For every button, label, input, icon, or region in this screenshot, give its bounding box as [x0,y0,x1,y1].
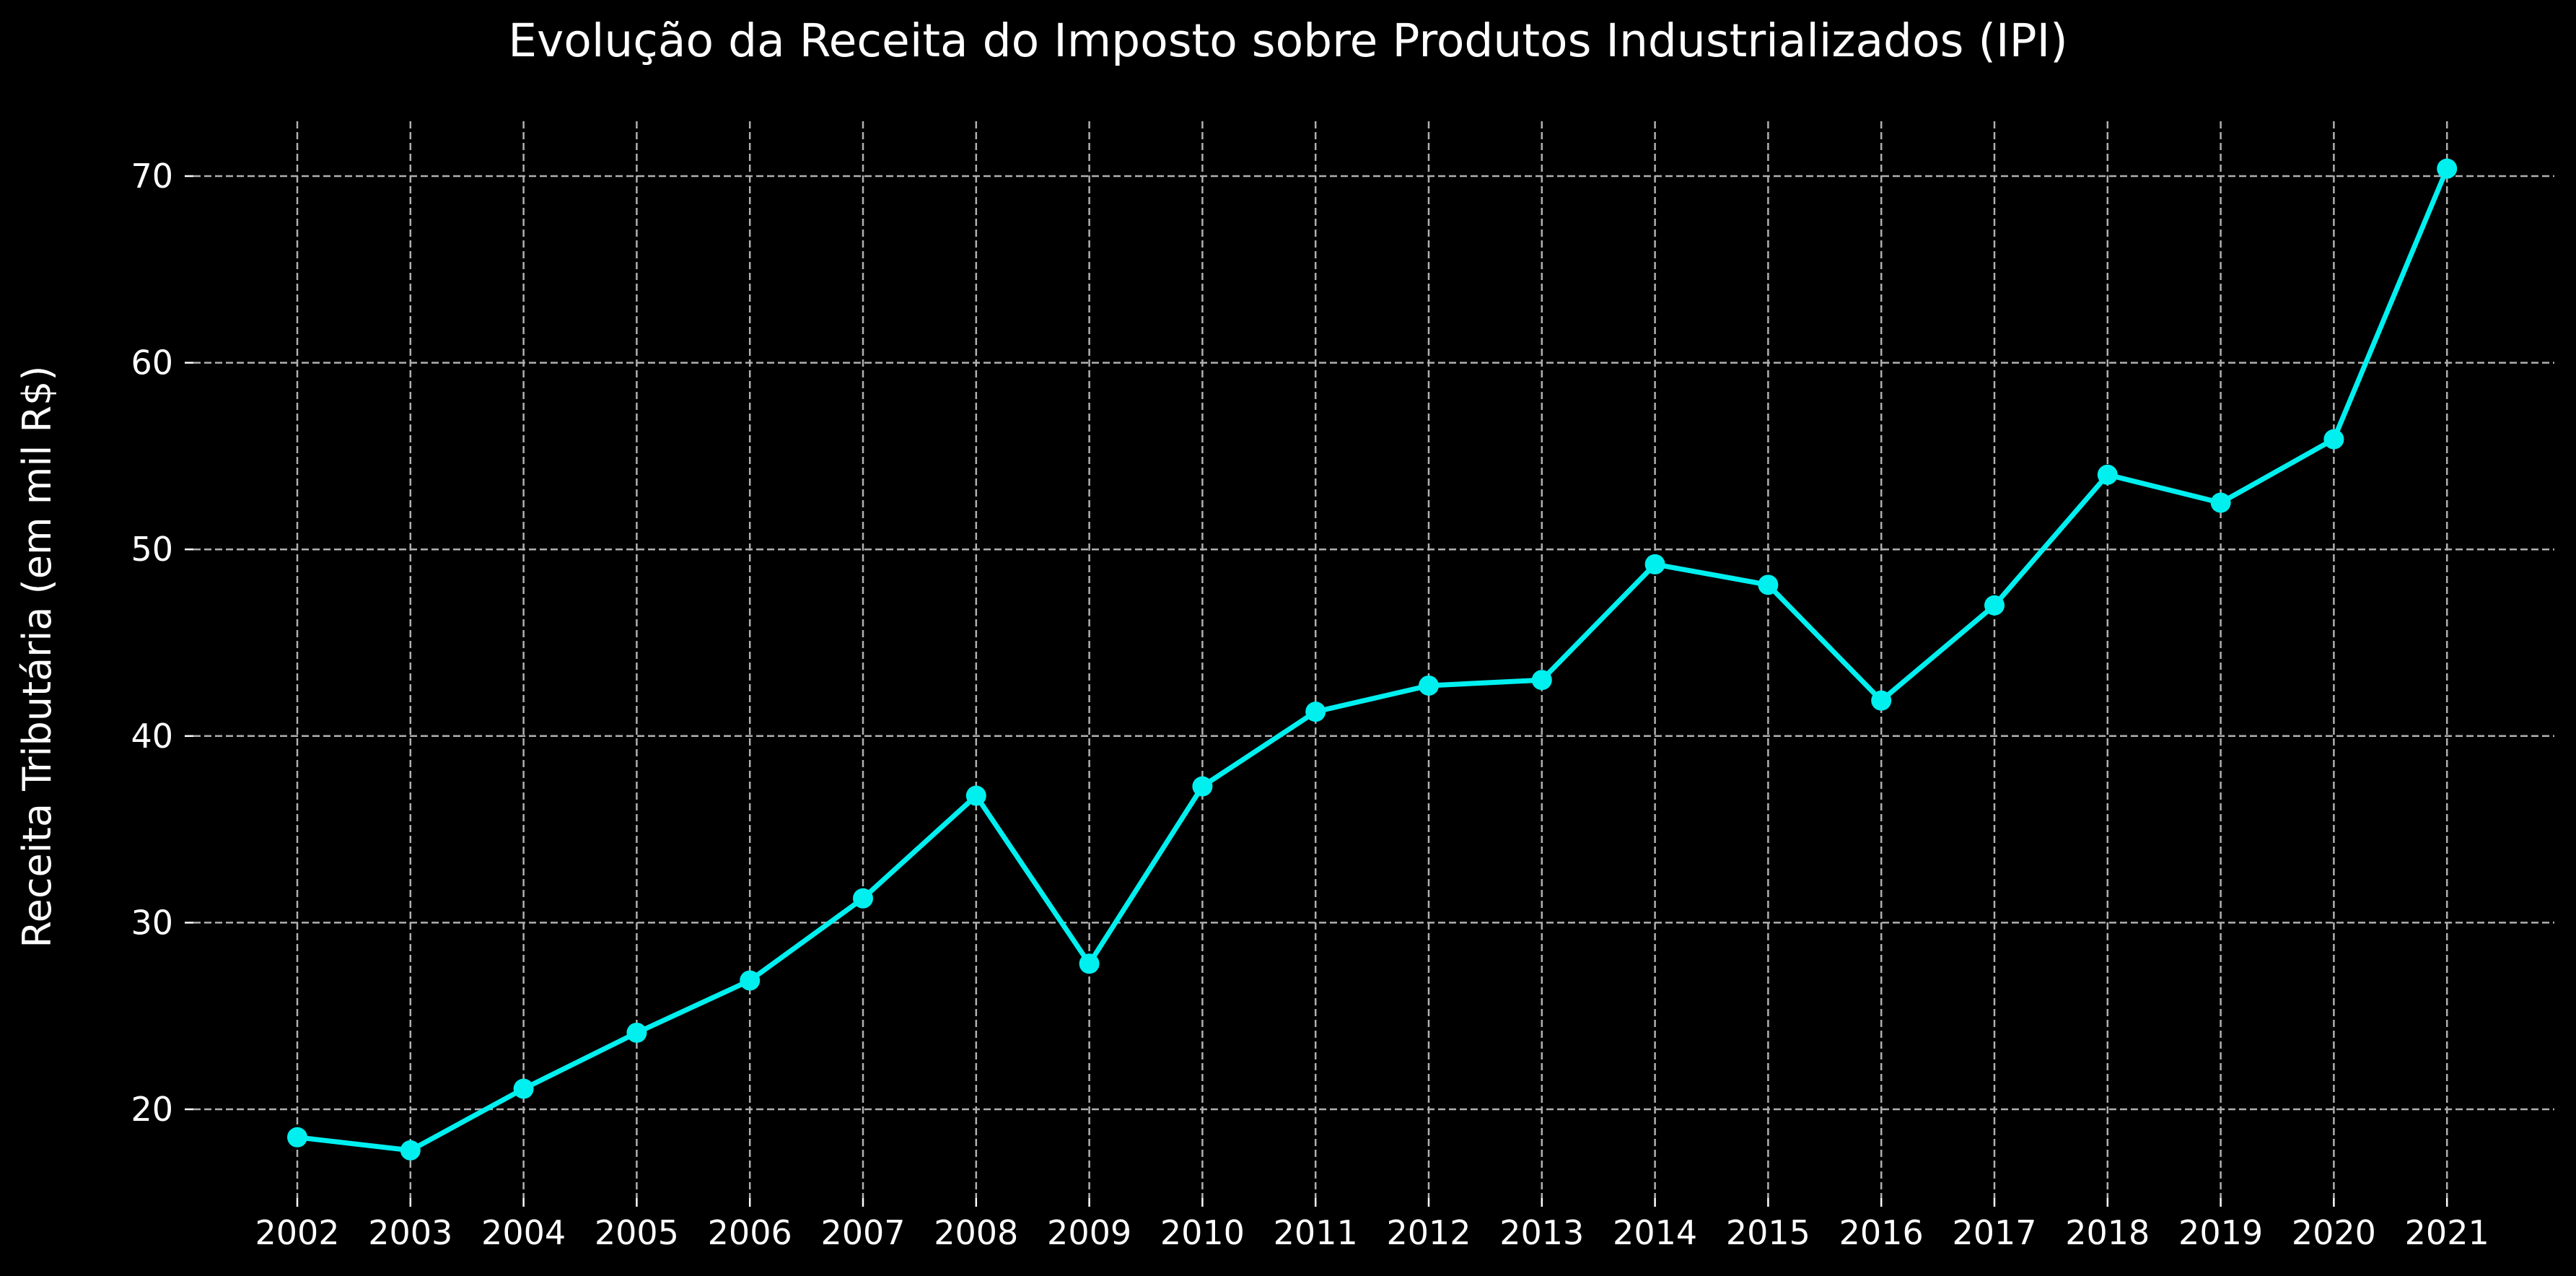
data-points [287,158,2458,1161]
x-tick-label: 2007 [820,1213,905,1252]
data-point [2323,429,2344,450]
data-point [287,1127,307,1148]
data-point [1644,554,1665,574]
y-tick-label: 60 [131,344,173,383]
y-axis-ticks: 20 30 40 50 60 70 [131,157,193,1129]
data-point [400,1140,421,1161]
data-point [1984,595,2005,616]
x-tick-label: 2005 [595,1213,679,1252]
x-tick-label: 2016 [1839,1213,1924,1252]
x-tick-label: 2010 [1160,1213,1245,1252]
data-point [2210,492,2231,513]
x-tick-label: 2002 [255,1213,339,1252]
x-tick-label: 2006 [708,1213,792,1252]
x-tick-label: 2019 [2178,1213,2263,1252]
y-axis-label: Receita Tributária (em mil R$) [14,366,60,948]
x-tick-label: 2017 [1952,1213,2036,1252]
x-tick-label: 2003 [368,1213,452,1252]
data-point [2437,158,2458,179]
x-tick-label: 2014 [1613,1213,1697,1252]
data-point [626,1022,647,1043]
data-point [1305,702,1326,722]
x-tick-label: 2015 [1726,1213,1810,1252]
y-tick-label: 50 [131,530,173,569]
x-tick-label: 2012 [1386,1213,1471,1252]
series-group [294,166,2450,1153]
y-grid [193,175,2554,1111]
y-tick-label: 40 [131,717,173,756]
data-point [513,1078,534,1099]
data-point [1419,675,1439,696]
y-tick-label: 70 [131,157,173,196]
y-tick-label: 30 [131,903,173,942]
data-point [1192,776,1213,797]
x-tick-label: 2008 [934,1213,1018,1252]
data-point [1871,690,1892,711]
x-tick-label: 2011 [1274,1213,1358,1252]
x-tick-label: 2013 [1499,1213,1584,1252]
chart-title: Evolução da Receita do Imposto sobre Pro… [508,14,2068,67]
data-point [2097,464,2118,485]
x-tick-label: 2020 [2292,1213,2376,1252]
x-tick-label: 2021 [2405,1213,2489,1252]
x-tick-label: 2009 [1047,1213,1131,1252]
x-tick-label: 2018 [2065,1213,2150,1252]
data-point [853,888,873,909]
data-point [1531,670,1552,691]
data-point [965,785,986,806]
data-point [1079,953,1100,974]
data-point [1758,574,1779,595]
x-axis-ticks: 2002 2003 2004 2005 2006 2007 2008 2009 2010 2011… [255,1198,2489,1252]
y-tick-label: 20 [131,1090,173,1129]
x-tick-label: 2004 [481,1213,566,1252]
x-grid [296,121,2448,1198]
data-point [740,970,761,991]
series-line [294,166,2450,1153]
